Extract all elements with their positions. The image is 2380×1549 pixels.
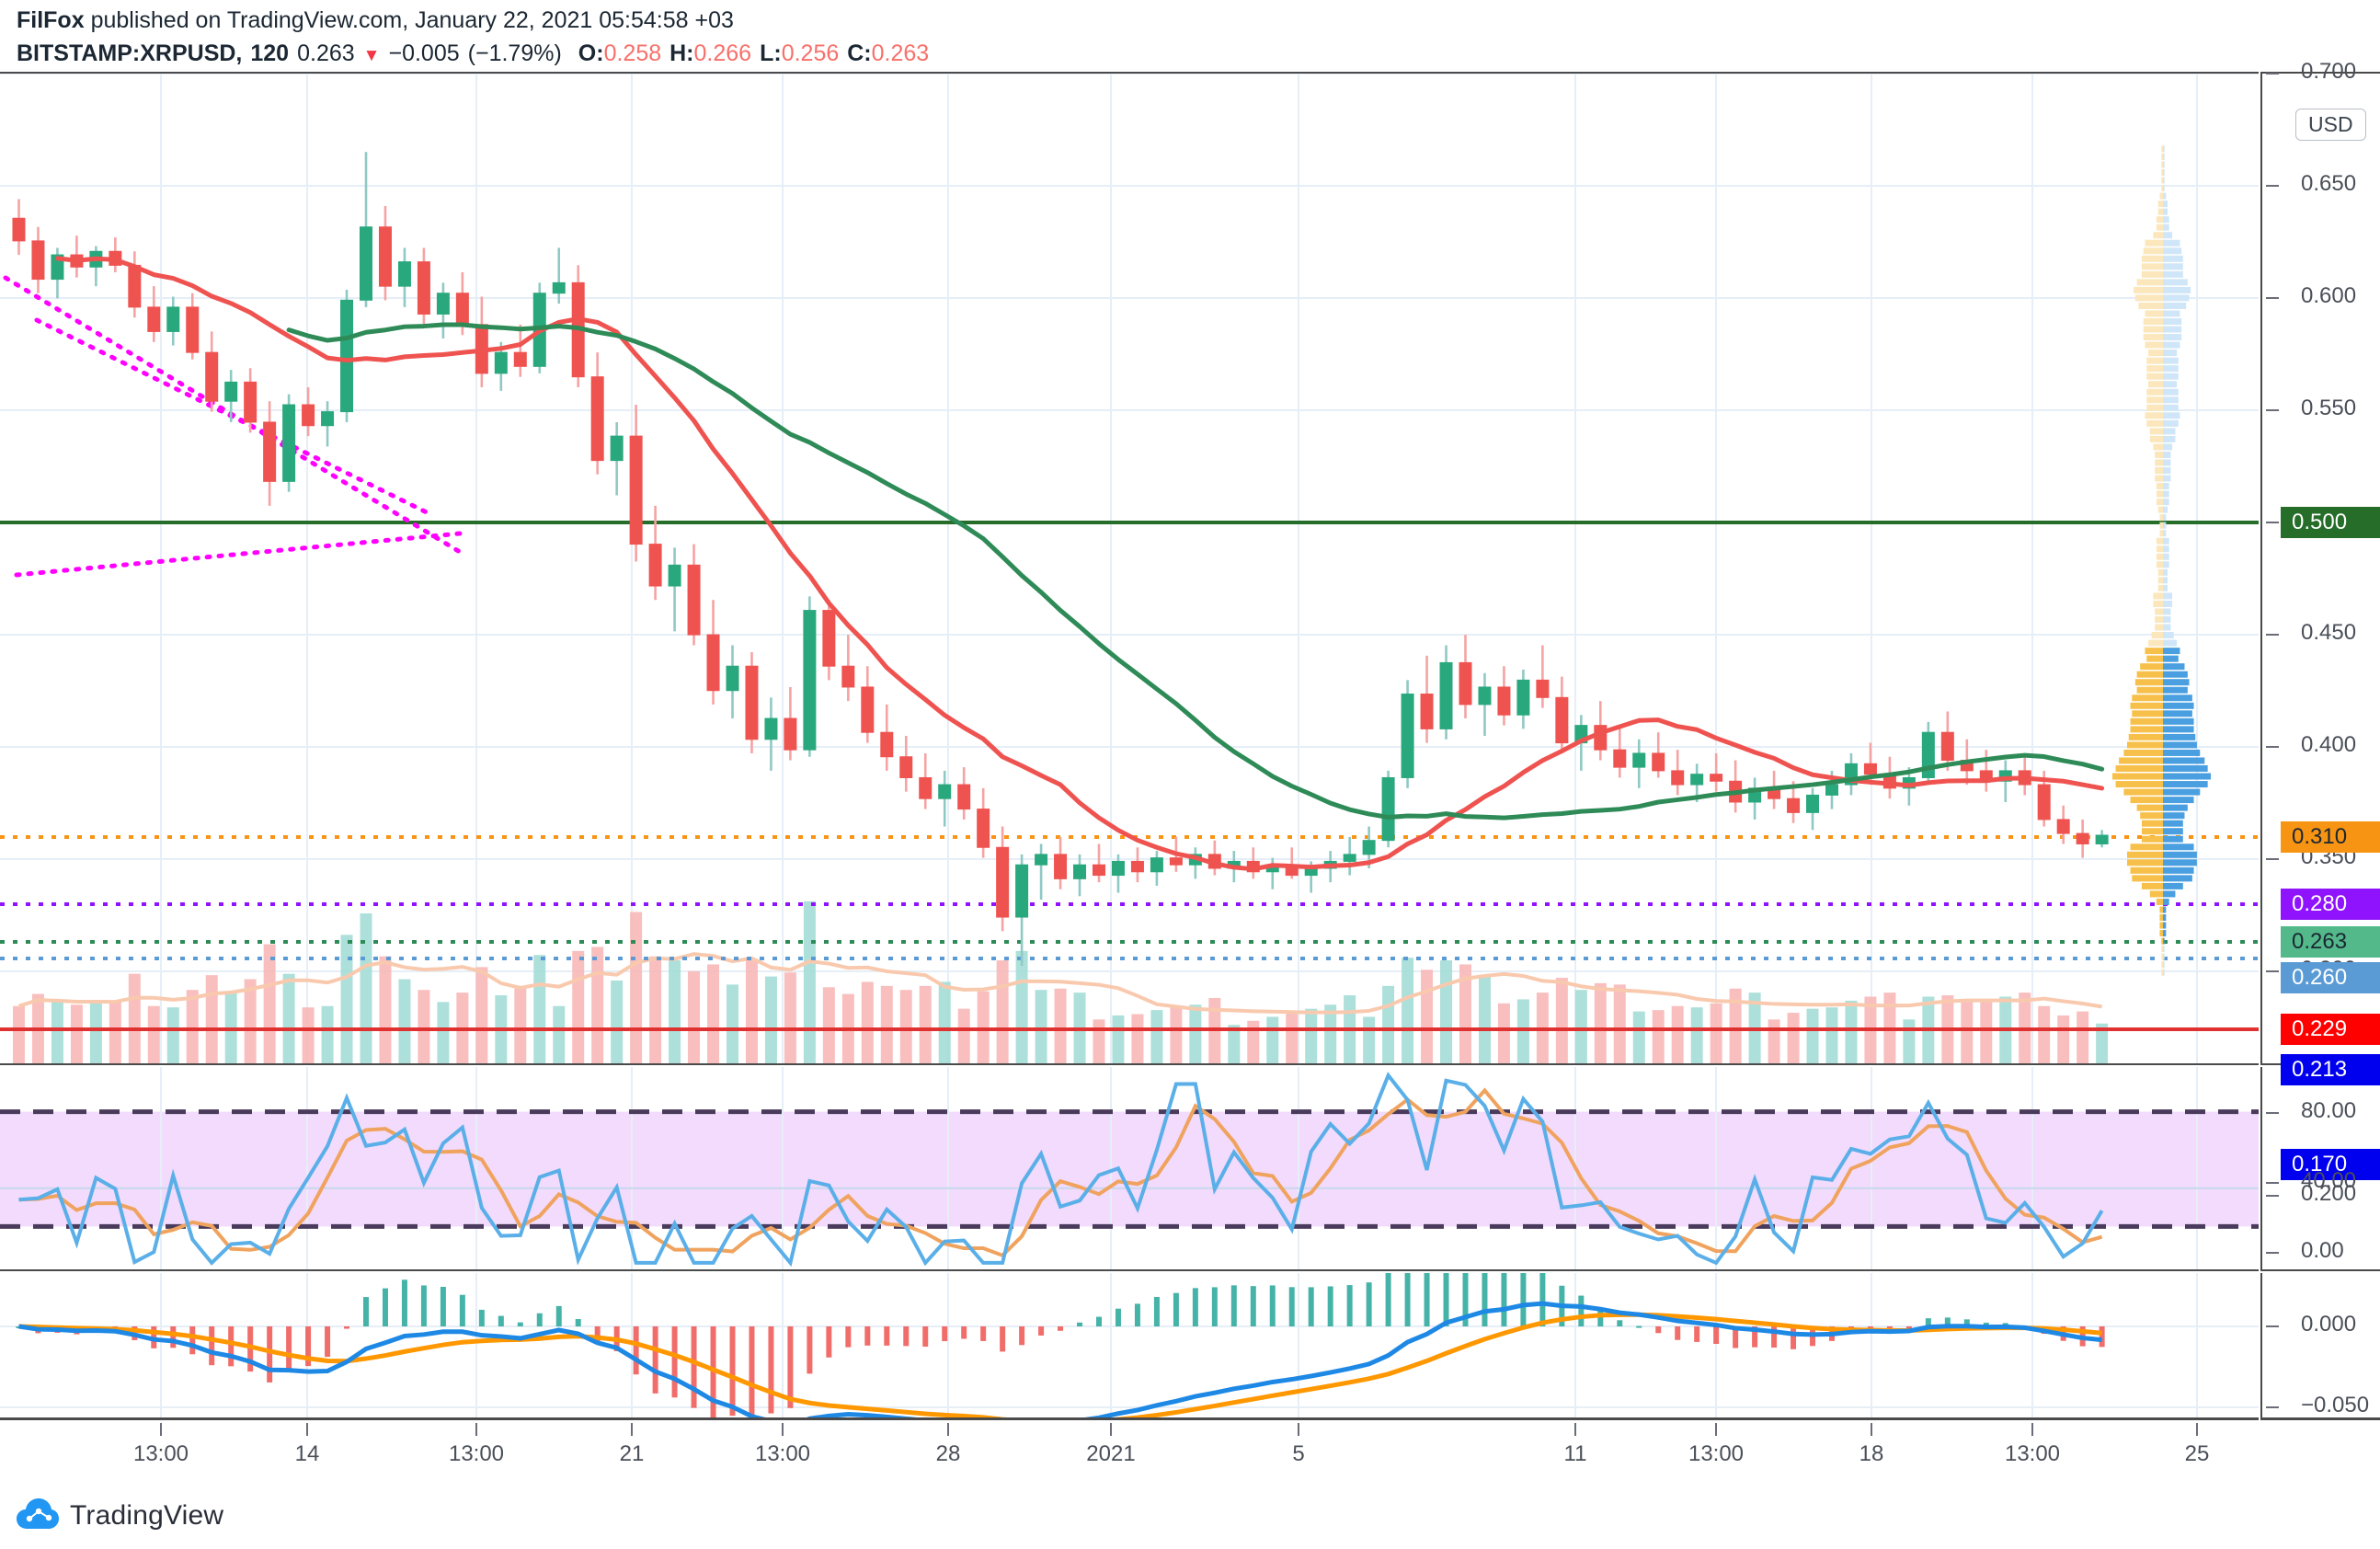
high-value: 0.266 <box>693 40 752 66</box>
time-axis-label: 11 <box>1563 1441 1587 1466</box>
price-axis-label: 0.700 <box>2301 59 2357 84</box>
macd-canvas <box>0 1273 2259 1417</box>
publication-line: FilFox published on TradingView.com, Jan… <box>17 7 734 34</box>
macd-axis-tick <box>2266 1406 2279 1408</box>
chart-header: FilFox published on TradingView.com, Jan… <box>0 0 2380 72</box>
time-axis-label: 14 <box>294 1441 320 1466</box>
ticker-legend[interactable]: BITSTAMP:XRPUSD, 120 0.263 ▼ −0.005 (−1.79%) O… <box>17 40 929 67</box>
price-axis-tick <box>2266 522 2279 523</box>
price-axis-label: 0.650 <box>2301 171 2357 196</box>
close-value: 0.263 <box>871 40 930 66</box>
price-axis-tick <box>2266 185 2279 187</box>
stoch-axis-label: 40.00 <box>2301 1168 2357 1193</box>
price-axis-label: 0.600 <box>2301 283 2357 308</box>
price-axis-label: 0.450 <box>2301 620 2357 645</box>
change-percent: (−1.79%) <box>467 40 562 66</box>
time-axis-label: 13:00 <box>448 1441 505 1466</box>
time-axis-label: 13:00 <box>754 1441 811 1466</box>
price-chart-pane[interactable] <box>0 72 2259 1065</box>
time-axis-label: 13:00 <box>1688 1441 1745 1466</box>
price-axis-label: 0.200 <box>2301 1181 2357 1206</box>
macd-axis-label: −0.050 <box>2301 1393 2370 1417</box>
price-axis-tick <box>2266 858 2279 860</box>
price-axis[interactable]: 0.7000.6500.6000.5500.5000.4500.4000.350… <box>2260 59 2380 1206</box>
author-name: FilFox <box>17 7 85 33</box>
symbol-label[interactable]: BITSTAMP:XRPUSD, <box>17 40 243 66</box>
time-axis-tick <box>1871 1423 1872 1436</box>
time-axis-tick <box>2031 1423 2033 1436</box>
time-axis-label: 25 <box>2184 1441 2210 1466</box>
price-chart-canvas <box>0 74 2259 1063</box>
price-axis-label: 0.550 <box>2301 396 2357 420</box>
macd-pane[interactable] <box>0 1273 2259 1420</box>
price-axis-tick <box>2266 746 2279 748</box>
macd-axis[interactable]: 0.000 −0.050 <box>2260 1273 2380 1420</box>
price-badge-0500[interactable]: 0.500 <box>2281 507 2380 538</box>
change-absolute: −0.005 <box>388 40 460 66</box>
macd-axis-label: 0.000 <box>2301 1312 2357 1337</box>
stoch-axis-label: 0.00 <box>2301 1238 2344 1263</box>
high-key: H: <box>669 40 694 66</box>
currency-badge[interactable]: USD <box>2295 109 2366 141</box>
time-axis-tick <box>160 1423 162 1436</box>
stoch-axis-label: 80.00 <box>2301 1098 2357 1123</box>
stoch-axis-tick <box>2266 1252 2279 1254</box>
time-axis-label: 28 <box>935 1441 961 1466</box>
price-badge-0229[interactable]: 0.229 <box>2281 1014 2380 1045</box>
stoch-axis-tick <box>2266 1182 2279 1184</box>
timeframe-label[interactable]: 120 <box>250 40 290 66</box>
time-axis-label: 5 <box>1292 1441 1305 1466</box>
close-key: C: <box>847 40 872 66</box>
time-axis-tick <box>2196 1423 2198 1436</box>
time-axis-tick <box>947 1423 949 1436</box>
price-badge-0213[interactable]: 0.213 <box>2281 1054 2380 1085</box>
time-axis-label: 13:00 <box>2004 1441 2061 1466</box>
low-key: L: <box>760 40 782 66</box>
price-axis-label: 0.400 <box>2301 732 2357 757</box>
last-price: 0.263 <box>297 40 355 66</box>
price-badge-0310[interactable]: 0.310 <box>2281 821 2380 853</box>
time-axis-label: 21 <box>619 1441 645 1466</box>
tradingview-footer: TradingView <box>17 1492 223 1540</box>
price-axis-tick <box>2266 73 2279 75</box>
price-badge-0280[interactable]: 0.280 <box>2281 889 2380 920</box>
open-key: O: <box>578 40 604 66</box>
open-value: 0.258 <box>603 40 662 66</box>
macd-axis-tick <box>2266 1325 2279 1327</box>
low-value: 0.256 <box>781 40 840 66</box>
price-badge-0260[interactable]: 0.260 <box>2281 962 2380 993</box>
stochastic-axis[interactable]: 80.00 40.00 0.00 <box>2260 1067 2380 1271</box>
stochastic-canvas <box>0 1067 2259 1269</box>
time-axis-tick <box>1110 1423 1112 1436</box>
price-axis-tick <box>2266 634 2279 636</box>
published-text: published on TradingView.com, January 22… <box>90 7 734 33</box>
time-axis-label: 2021 <box>1086 1441 1136 1466</box>
tradingview-cloud-logo-icon <box>17 1497 59 1534</box>
time-axis-tick <box>782 1423 784 1436</box>
price-axis-tick <box>2266 409 2279 411</box>
time-axis-tick <box>1298 1423 1299 1436</box>
time-axis-tick <box>306 1423 308 1436</box>
price-axis-tick <box>2266 970 2279 972</box>
tradingview-brand-label: TradingView <box>70 1500 224 1531</box>
price-down-arrow-icon: ▼ <box>362 46 381 65</box>
price-badge-0170[interactable]: 0.170 <box>2281 1149 2380 1180</box>
time-axis-tick <box>631 1423 633 1436</box>
time-axis[interactable]: 13:00 14 13:00 21 13:00 28 2021 5 11 13:00 18 13:00… <box>0 1423 2259 1476</box>
price-axis-tick <box>2266 297 2279 299</box>
stochastic-pane[interactable] <box>0 1067 2259 1271</box>
time-axis-label: 13:00 <box>132 1441 189 1466</box>
time-axis-label: 18 <box>1859 1441 1884 1466</box>
time-axis-tick <box>1715 1423 1717 1436</box>
time-axis-tick <box>1574 1423 1576 1436</box>
stoch-axis-tick <box>2266 1112 2279 1114</box>
time-axis-tick <box>475 1423 477 1436</box>
price-axis-tick <box>2266 1195 2279 1197</box>
price-badge-0263[interactable]: 0.263 <box>2281 926 2380 958</box>
